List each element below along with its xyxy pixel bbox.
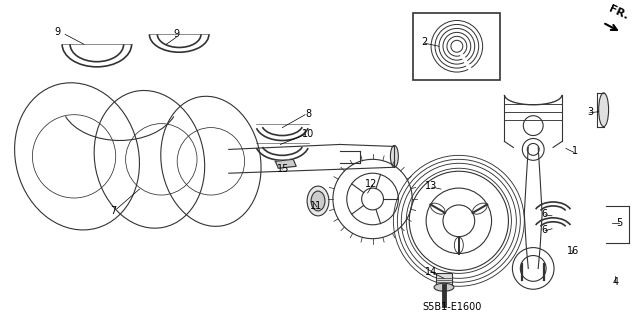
Text: S5B1-E1600: S5B1-E1600 xyxy=(422,302,481,312)
Ellipse shape xyxy=(434,283,454,291)
Text: 5: 5 xyxy=(616,218,623,228)
Text: 15: 15 xyxy=(277,164,289,174)
Text: 12: 12 xyxy=(365,179,378,189)
Ellipse shape xyxy=(454,237,463,253)
Text: 3: 3 xyxy=(588,107,594,117)
Text: 4: 4 xyxy=(612,277,619,287)
Text: 7: 7 xyxy=(111,206,117,216)
Ellipse shape xyxy=(598,93,609,127)
Text: 9: 9 xyxy=(54,27,60,37)
Text: 10: 10 xyxy=(302,129,314,138)
Ellipse shape xyxy=(311,191,325,211)
Text: 9: 9 xyxy=(173,29,179,39)
Bar xyxy=(413,12,500,80)
Ellipse shape xyxy=(307,186,329,216)
Text: 1: 1 xyxy=(572,146,578,156)
Text: 2: 2 xyxy=(421,37,428,47)
Bar xyxy=(436,273,452,286)
Text: 8: 8 xyxy=(305,109,311,119)
Polygon shape xyxy=(275,159,296,168)
Text: 14: 14 xyxy=(425,267,437,278)
Text: 6: 6 xyxy=(541,209,547,219)
Text: 6: 6 xyxy=(541,225,547,235)
Ellipse shape xyxy=(390,145,398,167)
Ellipse shape xyxy=(473,203,487,214)
Ellipse shape xyxy=(431,203,445,214)
Text: FR.: FR. xyxy=(607,4,630,21)
Text: 16: 16 xyxy=(567,246,579,256)
Text: 13: 13 xyxy=(425,181,437,191)
Text: 11: 11 xyxy=(310,201,322,211)
